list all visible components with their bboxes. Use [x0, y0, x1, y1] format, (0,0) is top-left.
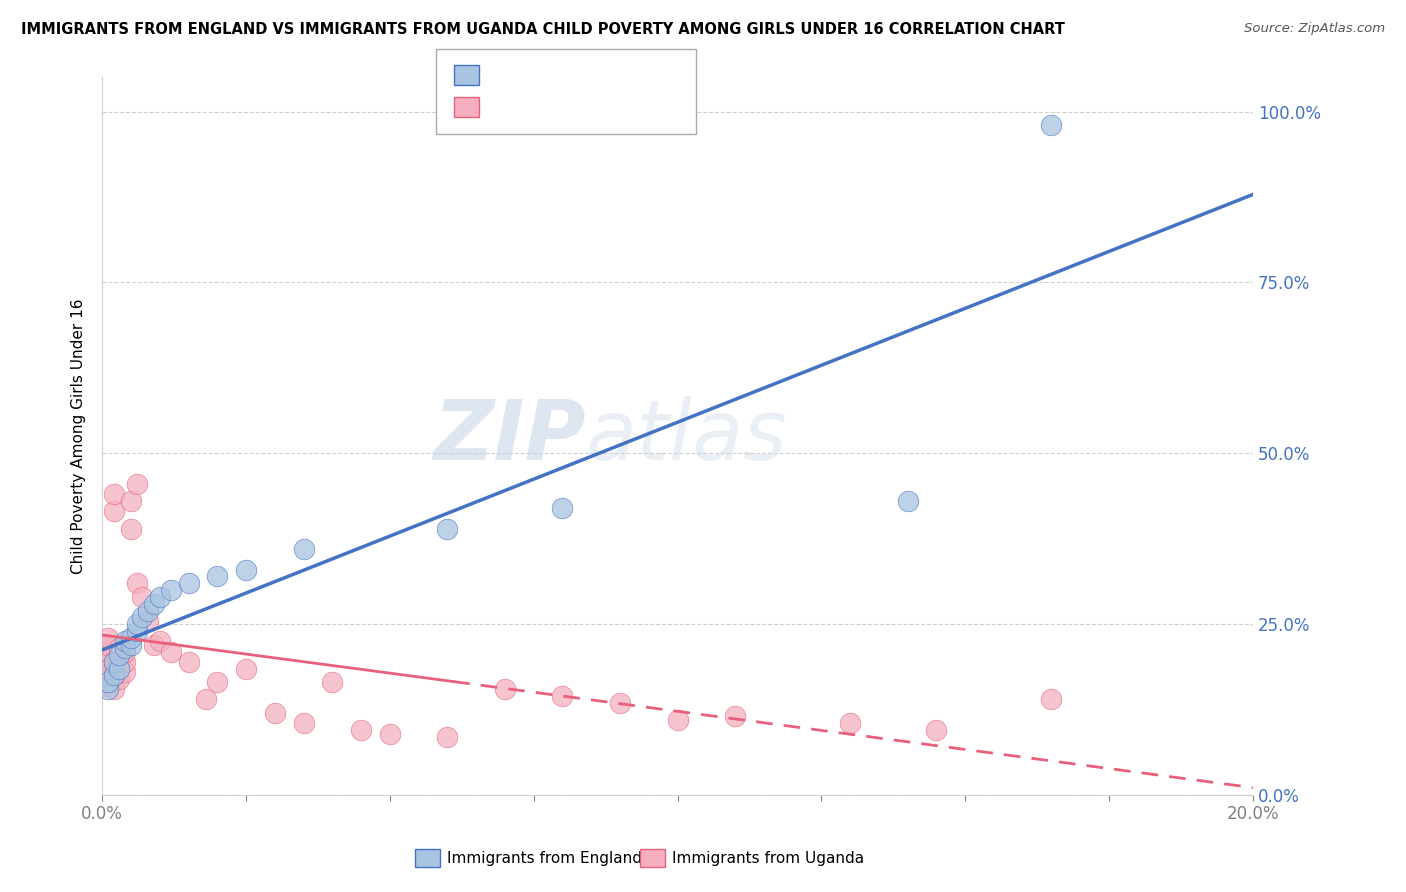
Point [125, 624, 148, 638]
Point [143, 638, 166, 652]
Point [136, 603, 159, 617]
Point [97, 679, 120, 693]
Point [125, 477, 148, 491]
Point [97, 631, 120, 645]
Point [120, 494, 142, 508]
Point [103, 682, 125, 697]
Text: Immigrants from England: Immigrants from England [447, 851, 643, 865]
Y-axis label: Child Poverty Among Girls Under 16: Child Poverty Among Girls Under 16 [72, 299, 86, 574]
Point [114, 644, 136, 658]
Point [103, 504, 125, 518]
Text: IMMIGRANTS FROM ENGLAND VS IMMIGRANTS FROM UGANDA CHILD POVERTY AMONG GIRLS UNDE: IMMIGRANTS FROM ENGLAND VS IMMIGRANTS FR… [21, 22, 1064, 37]
Point [160, 582, 183, 597]
Text: R = -0.064   N = 45: R = -0.064 N = 45 [485, 100, 636, 114]
Point [177, 655, 200, 669]
Point [103, 655, 125, 669]
Point [160, 644, 183, 658]
Point [131, 610, 153, 624]
Point [120, 522, 142, 536]
Point [125, 617, 148, 632]
Text: Immigrants from Uganda: Immigrants from Uganda [672, 851, 865, 865]
Point [120, 631, 142, 645]
Point [103, 668, 125, 682]
Point [97, 675, 120, 690]
Point [350, 723, 373, 738]
Point [292, 716, 315, 731]
Point [108, 655, 131, 669]
Point [436, 730, 458, 744]
Point [97, 644, 120, 658]
Point [136, 614, 159, 628]
Point [194, 692, 217, 706]
Point [97, 662, 120, 676]
Point [436, 522, 458, 536]
Text: ZIP: ZIP [433, 396, 585, 476]
Point [114, 641, 136, 656]
Point [97, 682, 120, 697]
Point [551, 501, 574, 516]
Point [108, 641, 131, 656]
Point [97, 638, 120, 652]
Point [114, 665, 136, 679]
Point [97, 668, 120, 682]
Point [321, 675, 343, 690]
Point [177, 576, 200, 591]
Point [114, 634, 136, 648]
Point [125, 576, 148, 591]
Point [551, 689, 574, 703]
Point [378, 726, 401, 740]
Point [103, 487, 125, 501]
Point [108, 648, 131, 662]
Point [724, 709, 747, 723]
Point [235, 662, 257, 676]
Point [143, 597, 166, 611]
Point [494, 682, 516, 697]
Point [108, 672, 131, 686]
Point [1040, 118, 1063, 132]
Point [120, 638, 142, 652]
Point [149, 590, 172, 604]
Point [235, 562, 257, 576]
Point [103, 655, 125, 669]
Point [97, 655, 120, 669]
Point [666, 713, 689, 727]
Point [207, 569, 229, 583]
Point [108, 662, 131, 676]
Point [925, 723, 948, 738]
Point [131, 590, 153, 604]
Text: Source: ZipAtlas.com: Source: ZipAtlas.com [1244, 22, 1385, 36]
Point [207, 675, 229, 690]
Point [263, 706, 285, 720]
Point [114, 655, 136, 669]
Point [839, 716, 862, 731]
Point [897, 494, 920, 508]
Text: R =  0.616   N = 25: R = 0.616 N = 25 [485, 68, 634, 82]
Point [1040, 692, 1063, 706]
Point [292, 541, 315, 556]
Point [149, 634, 172, 648]
Point [103, 668, 125, 682]
Text: atlas: atlas [585, 396, 787, 476]
Point [609, 696, 631, 710]
